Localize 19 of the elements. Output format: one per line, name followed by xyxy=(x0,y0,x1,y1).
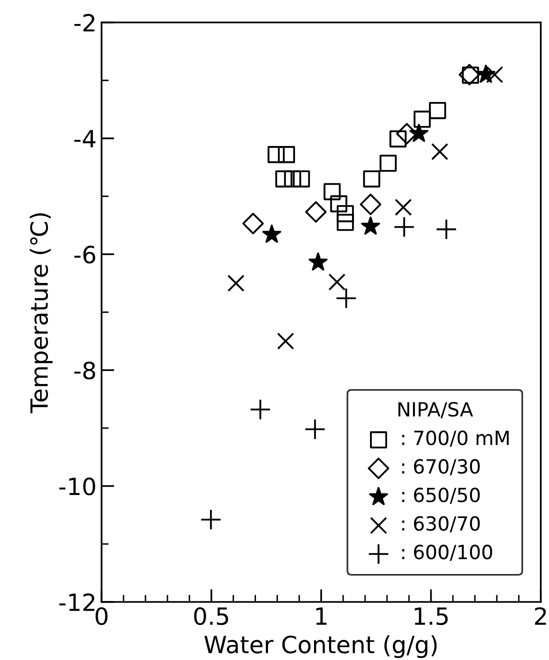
x-tick-label: 0 xyxy=(96,607,108,626)
x-axis-title: Water Content (g/g) xyxy=(204,635,437,658)
legend-label: : 650/50 xyxy=(402,488,480,504)
y-axis-title: Temperature (℃) xyxy=(30,213,53,414)
y-tick-label: -12 xyxy=(59,593,94,611)
x-tick-label: 1.5 xyxy=(414,608,448,626)
y-tick-label: -10 xyxy=(59,477,96,496)
legend-label: : 630/70 xyxy=(402,516,480,532)
legend-label: : 600/100 xyxy=(402,544,492,561)
x-tick-label: 0.5 xyxy=(194,607,228,626)
y-tick-label: -8 xyxy=(74,362,96,380)
y-tick-label: -4 xyxy=(74,130,96,148)
legend-label: : 700/0 mM xyxy=(402,430,509,447)
x-tick-label: 1 xyxy=(316,608,326,625)
legend-label: : 670/30 xyxy=(402,459,480,476)
y-tick-label: -6 xyxy=(74,246,96,264)
y-tick-label: -2 xyxy=(74,14,94,32)
legend-title: NIPA/SA xyxy=(398,402,473,418)
x-tick-label: 2 xyxy=(534,607,546,625)
